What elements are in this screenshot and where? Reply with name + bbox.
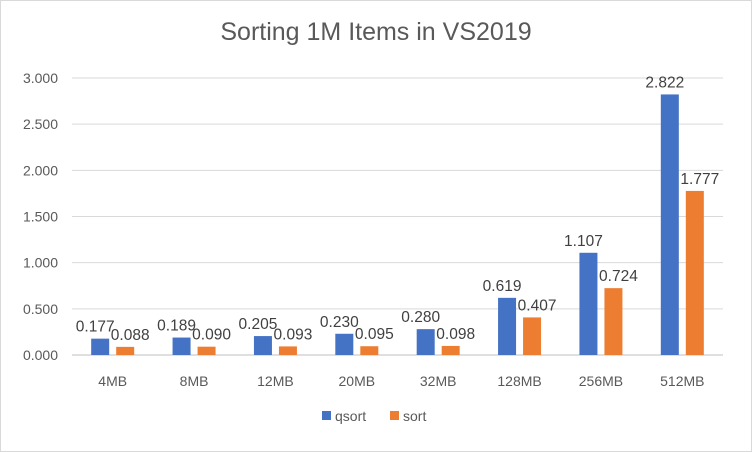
data-label-qsort: 0.205	[239, 316, 278, 333]
legend-swatch-qsort	[322, 411, 331, 420]
bar-qsort-12mb	[253, 336, 272, 355]
y-tick-label: 3.000	[23, 70, 58, 86]
bar-sort-512mb	[685, 190, 704, 355]
data-label-qsort: 0.280	[401, 309, 440, 326]
data-label-qsort: 1.107	[564, 233, 603, 250]
legend-label-qsort: qsort	[335, 408, 366, 424]
bar-qsort-256mb	[579, 252, 598, 355]
data-label-sort: 0.407	[518, 297, 557, 314]
bar-sort-20mb	[360, 346, 379, 355]
bar-sort-4mb	[116, 346, 135, 355]
legend-label-sort: sort	[403, 408, 426, 424]
x-tick-label: 12MB	[257, 373, 294, 389]
y-tick-label: 0.000	[23, 347, 58, 363]
data-label-qsort: 0.189	[157, 318, 196, 335]
bar-qsort-128mb	[498, 297, 517, 355]
chart-title: Sorting 1M Items in VS2019	[220, 18, 532, 46]
bar-sort-128mb	[523, 317, 542, 355]
bar-qsort-4mb	[91, 338, 110, 355]
x-tick-label: 32MB	[420, 373, 457, 389]
data-label-sort: 0.088	[111, 327, 150, 344]
x-tick-label: 20MB	[339, 373, 376, 389]
data-label-qsort: 0.619	[483, 278, 522, 295]
data-label-sort: 0.093	[274, 326, 313, 343]
data-label-sort: 0.724	[599, 268, 638, 285]
x-tick-label: 512MB	[660, 373, 704, 389]
x-tick-label: 4MB	[98, 373, 127, 389]
bar-qsort-20mb	[335, 333, 354, 355]
data-label-sort: 0.090	[192, 327, 231, 344]
bar-sort-12mb	[278, 346, 297, 355]
data-label-sort: 0.095	[355, 326, 394, 343]
y-tick-label: 1.500	[23, 209, 58, 225]
data-label-qsort: 0.230	[320, 314, 359, 331]
x-tick-label: 8MB	[180, 373, 209, 389]
y-tick-label: 1.000	[23, 255, 58, 271]
y-tick-label: 2.500	[23, 116, 58, 132]
bar-qsort-512mb	[660, 94, 679, 355]
bar-sort-32mb	[441, 345, 460, 355]
bar-sort-256mb	[604, 288, 623, 355]
x-tick-label: 128MB	[497, 373, 541, 389]
y-tick-label: 0.500	[23, 301, 58, 317]
x-tick-label: 256MB	[579, 373, 623, 389]
bar-sort-8mb	[197, 346, 216, 355]
y-tick-label: 2.000	[23, 162, 58, 178]
data-label-sort: 1.777	[680, 171, 719, 188]
bar-qsort-8mb	[172, 337, 191, 355]
legend-swatch-sort	[390, 411, 399, 420]
data-label-qsort: 2.822	[645, 74, 684, 91]
data-label-qsort: 0.177	[76, 319, 115, 336]
bar-qsort-32mb	[416, 329, 435, 355]
data-label-sort: 0.098	[436, 326, 475, 343]
